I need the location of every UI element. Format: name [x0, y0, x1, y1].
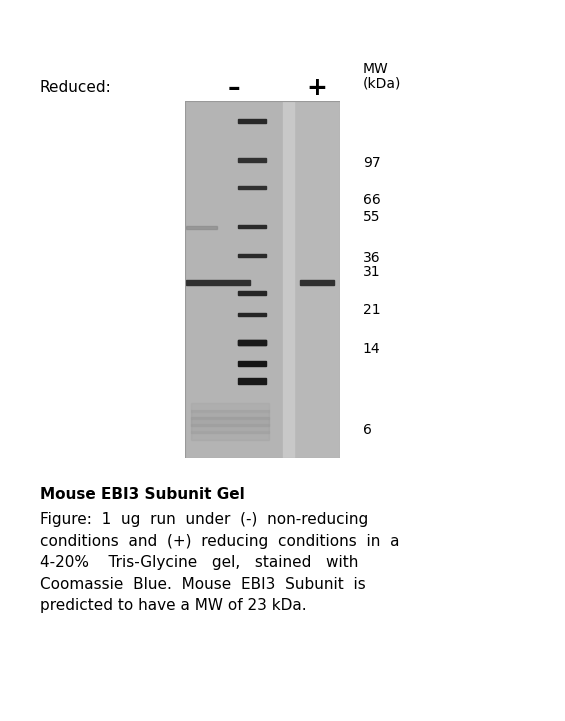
Bar	[191, 417, 269, 426]
Bar	[191, 410, 269, 419]
Bar	[237, 225, 266, 229]
Bar	[294, 101, 340, 458]
Bar	[237, 340, 266, 345]
Bar	[237, 291, 266, 295]
Bar	[237, 361, 266, 366]
Text: 36: 36	[363, 251, 380, 265]
Bar	[191, 424, 269, 433]
Text: MW: MW	[363, 62, 389, 76]
Bar	[237, 186, 266, 190]
Text: Mouse EBI3 Subunit Gel: Mouse EBI3 Subunit Gel	[40, 487, 244, 502]
Bar	[282, 101, 294, 458]
Bar	[191, 431, 269, 441]
Text: 6: 6	[363, 423, 372, 437]
Text: 14: 14	[363, 342, 380, 356]
Bar	[191, 403, 269, 412]
Text: +: +	[306, 76, 327, 100]
Text: 31: 31	[363, 265, 380, 280]
Text: 97: 97	[363, 156, 380, 170]
Bar	[186, 280, 250, 285]
Bar	[186, 226, 218, 229]
Text: 21: 21	[363, 303, 380, 317]
Bar	[237, 158, 266, 162]
Bar	[237, 340, 266, 345]
Bar	[237, 313, 266, 317]
Text: 66: 66	[363, 193, 380, 207]
Text: Figure:  1  ug  run  under  (-)  non-reducing
conditions  and  (+)  reducing  co: Figure: 1 ug run under (-) non-reducing …	[40, 512, 399, 614]
Text: Reduced:: Reduced:	[40, 81, 111, 95]
Bar	[299, 280, 334, 286]
Text: (kDa): (kDa)	[363, 76, 401, 90]
Bar	[237, 119, 266, 123]
Bar	[237, 379, 266, 384]
Bar	[237, 254, 266, 257]
Text: 55: 55	[363, 211, 380, 224]
Bar	[185, 101, 282, 458]
Text: –: –	[227, 76, 240, 100]
